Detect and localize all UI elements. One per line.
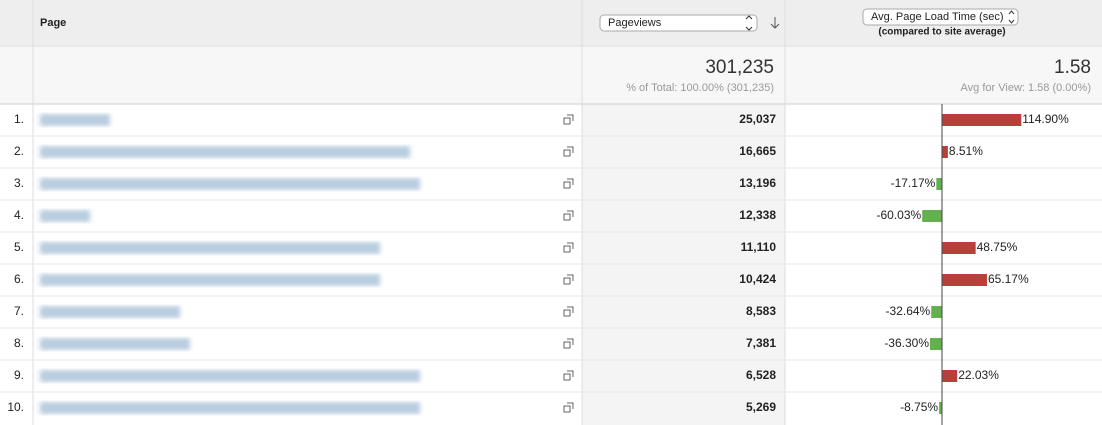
row-index: 7. [14, 304, 24, 318]
comparison-label: -60.03% [876, 208, 921, 222]
select-arrows [745, 15, 753, 31]
comparison-label: 22.03% [958, 368, 999, 382]
comparison-label: -8.75% [900, 400, 938, 414]
pageviews: 25,037 [739, 112, 776, 126]
row-index: 6. [14, 272, 24, 286]
summary-note: % of Total: 100.00% (301,235) [626, 82, 774, 94]
blurred-page-name [40, 338, 190, 350]
row-index: 10. [7, 400, 24, 414]
select-arrows [1008, 10, 1015, 24]
pageviews: 7,381 [746, 336, 776, 350]
blurred-page-name [40, 370, 420, 382]
blurred-page-name [40, 114, 110, 126]
select-label[interactable]: Avg. Page Load Time (sec) [871, 11, 1003, 23]
row-index: 5. [14, 240, 24, 254]
pageviews: 10,424 [739, 272, 776, 286]
comparison-bar [942, 370, 958, 382]
open-link-icon[interactable] [563, 370, 574, 381]
pageviews: 16,665 [739, 144, 776, 158]
pageviews: 11,110 [741, 240, 777, 254]
comparison-label: 65.17% [988, 272, 1029, 286]
compare-select[interactable]: Avg. Page Load Time (sec) [862, 8, 1019, 26]
comparison-bar [939, 402, 942, 414]
open-link-icon[interactable] [563, 274, 574, 285]
metric-select[interactable]: Pageviews [599, 14, 758, 32]
comparison-label: -36.30% [884, 336, 929, 350]
pageviews: 5,269 [746, 400, 776, 414]
open-link-icon[interactable] [563, 114, 574, 125]
open-link-icon[interactable] [563, 306, 574, 317]
blurred-page-name [40, 306, 180, 318]
blurred-page-name [40, 274, 380, 286]
comparison-bar [942, 146, 948, 158]
summary-note: Avg for View: 1.58 (0.00%) [961, 82, 1091, 94]
pageviews: 6,528 [746, 368, 776, 382]
open-link-icon[interactable] [563, 338, 574, 349]
open-link-icon[interactable] [563, 210, 574, 221]
comparison-label: 114.90% [1022, 112, 1069, 126]
blurred-page-name [40, 402, 420, 414]
summary-total: 301,235 [705, 57, 774, 78]
comparison-label: -32.64% [886, 304, 931, 318]
select-box[interactable] [599, 14, 758, 32]
open-link-icon[interactable] [563, 402, 574, 413]
comparison-label: -17.17% [891, 176, 936, 190]
row-index: 3. [14, 176, 24, 190]
select-box[interactable] [862, 8, 1019, 26]
pageviews: 8,583 [746, 304, 776, 318]
open-link-icon[interactable] [563, 178, 574, 189]
summary-average: 1.58 [1054, 57, 1091, 78]
comparison-bar [930, 338, 942, 350]
comparison-bar [942, 242, 976, 254]
blurred-page-name [40, 242, 380, 254]
comparison-bar [942, 274, 987, 286]
summary-bg [0, 46, 1102, 104]
row-index: 8. [14, 336, 24, 350]
comparison-bar [931, 306, 942, 318]
blurred-page-name [40, 210, 90, 222]
row-index: 9. [14, 368, 24, 382]
row-index: 2. [14, 144, 24, 158]
column-note: (compared to site average) [878, 27, 1005, 38]
comparison-label: 48.75% [977, 240, 1018, 254]
row-index: 4. [14, 208, 24, 222]
comparison-bar [942, 114, 1022, 126]
sort-icon[interactable] [770, 17, 780, 29]
blurred-page-name [40, 146, 410, 158]
comparison-bar [936, 178, 942, 190]
blurred-page-name [40, 178, 420, 190]
column-header: Page [40, 17, 66, 29]
open-link-icon[interactable] [563, 242, 574, 253]
comparison-bar [922, 210, 942, 222]
open-link-icon[interactable] [563, 146, 574, 157]
pageviews: 12,338 [739, 208, 776, 222]
row-index: 1. [14, 112, 24, 126]
comparison-label: 8.51% [949, 144, 983, 158]
select-label[interactable]: Pageviews [608, 17, 662, 29]
pageviews: 13,196 [739, 176, 776, 190]
